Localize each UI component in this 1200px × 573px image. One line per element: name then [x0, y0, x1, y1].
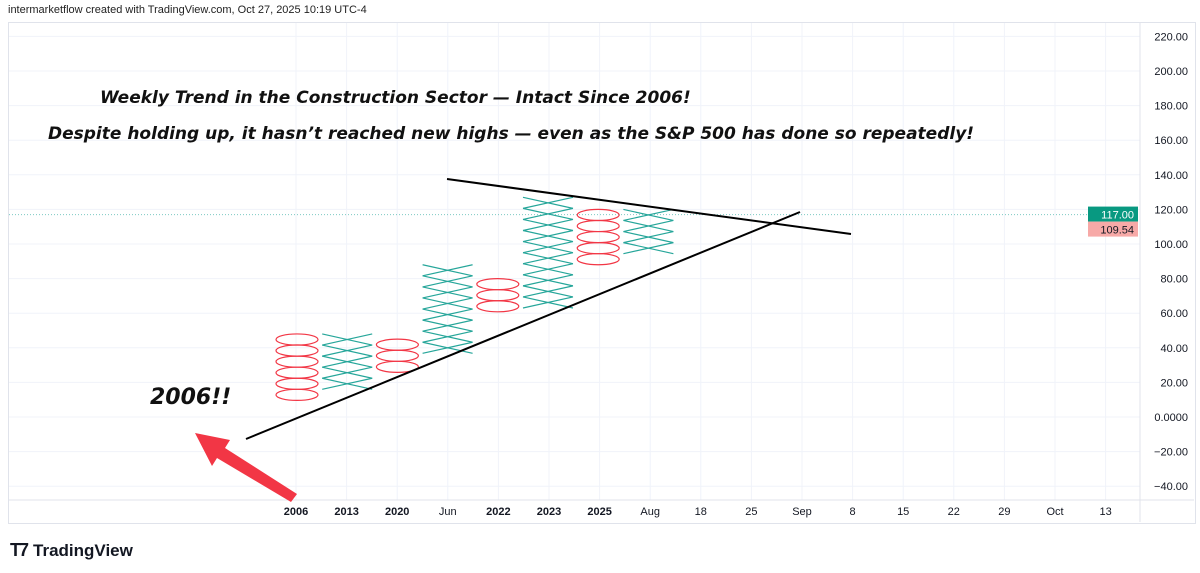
time-tick-label: 8 — [850, 506, 856, 518]
resistance-trendline — [446, 178, 852, 235]
time-tick-label: 2013 — [334, 506, 358, 518]
chart-credit: intermarketflow created with TradingView… — [8, 4, 367, 16]
price-tick-label: 140.00 — [1154, 170, 1188, 182]
x-box — [322, 366, 373, 379]
x-box — [422, 264, 473, 277]
chart-pane[interactable] — [8, 22, 1196, 524]
time-tick-label: 2025 — [587, 506, 611, 518]
x-box — [623, 219, 674, 233]
x-box — [422, 330, 473, 343]
price-tick-label: 0.0000 — [1154, 412, 1188, 424]
time-tick-label: Sep — [792, 506, 812, 518]
o-box — [576, 253, 620, 266]
time-tick-label: 29 — [998, 506, 1010, 518]
time-tick-label: 13 — [1099, 506, 1111, 518]
o-box — [375, 360, 419, 373]
time-tick-label: 2006 — [284, 506, 308, 518]
x-box — [522, 263, 574, 276]
o-box — [275, 388, 319, 401]
price-tick-label: 40.00 — [1160, 343, 1188, 355]
o-box — [275, 366, 319, 379]
x-box — [322, 377, 373, 390]
time-tick-label: 2023 — [537, 506, 561, 518]
time-tick-label: 15 — [897, 506, 909, 518]
brand-name: TradingView — [33, 540, 133, 560]
x-box — [422, 319, 473, 332]
x-box — [522, 240, 574, 254]
marker-price-label: 109.54 — [1100, 225, 1134, 237]
time-tick-label: 2020 — [385, 506, 409, 518]
time-tick-label: 2022 — [486, 506, 510, 518]
time-tick-label: Oct — [1046, 506, 1063, 518]
price-tick-label: 220.00 — [1154, 31, 1188, 43]
x-box — [522, 196, 574, 209]
time-tick-label: 18 — [695, 506, 707, 518]
marker-price-label-bg — [1088, 221, 1138, 237]
o-box — [476, 289, 520, 302]
x-box — [522, 252, 574, 265]
price-tick-label: −40.00 — [1154, 481, 1188, 493]
support-trendline — [245, 211, 801, 440]
x-box — [422, 275, 473, 288]
red-arrow-icon — [195, 433, 297, 502]
x-box — [422, 297, 473, 310]
x-box — [422, 308, 473, 321]
annotation-2006: 2006!! — [150, 385, 232, 410]
price-tick-label: 80.00 — [1160, 274, 1188, 286]
x-box — [322, 333, 373, 346]
time-tick-label: 22 — [948, 506, 960, 518]
price-tick-label: −20.00 — [1154, 447, 1188, 459]
price-tick-label: 120.00 — [1154, 204, 1188, 216]
x-box — [322, 344, 373, 357]
price-tick-label: 100.00 — [1154, 239, 1188, 251]
o-box — [476, 277, 520, 291]
o-box — [275, 333, 319, 346]
x-box — [522, 274, 574, 287]
x-box — [623, 208, 674, 222]
last-price-label-bg — [1088, 206, 1138, 222]
o-box — [275, 344, 319, 357]
o-box — [476, 300, 520, 313]
last-price-label: 117.00 — [1101, 210, 1134, 222]
x-box — [522, 218, 574, 232]
time-tick-label: 25 — [745, 506, 757, 518]
price-tick-label: 200.00 — [1154, 66, 1188, 78]
tradingview-logo-icon: T7 — [10, 540, 29, 560]
time-tick-label: Jun — [439, 506, 457, 518]
x-box — [522, 229, 574, 243]
x-box — [422, 286, 473, 299]
price-tick-label: 60.00 — [1160, 308, 1188, 320]
annotation-subtitle: Despite holding up, it hasn’t reached ne… — [48, 124, 975, 144]
x-box — [522, 207, 574, 221]
o-box — [576, 230, 620, 244]
price-tick-label: 180.00 — [1154, 101, 1188, 113]
annotation-title: Weekly Trend in the Construction Sector … — [100, 88, 691, 108]
price-tick-label: 160.00 — [1154, 135, 1188, 147]
x-box — [623, 230, 674, 244]
price-tick-label: 20.00 — [1160, 377, 1188, 389]
time-tick-label: Aug — [640, 506, 660, 518]
x-box — [623, 242, 674, 255]
tradingview-logo[interactable]: T7 TradingView — [10, 540, 133, 561]
o-box — [275, 355, 319, 368]
x-box — [422, 341, 473, 354]
x-box — [522, 296, 574, 309]
o-box — [275, 377, 319, 390]
o-box — [576, 219, 620, 233]
x-box — [522, 285, 574, 298]
x-box — [322, 355, 373, 368]
